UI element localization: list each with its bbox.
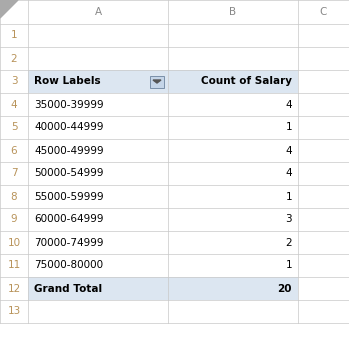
Text: 50000-54999: 50000-54999 <box>34 168 104 179</box>
Text: 9: 9 <box>11 214 17 224</box>
Polygon shape <box>0 0 18 18</box>
Text: 2: 2 <box>285 238 292 247</box>
Text: 5: 5 <box>11 123 17 132</box>
Bar <box>28 277 298 300</box>
Text: 12: 12 <box>7 283 21 294</box>
Text: 40000-44999: 40000-44999 <box>34 123 104 132</box>
Text: Grand Total: Grand Total <box>34 283 102 294</box>
Text: 7: 7 <box>11 168 17 179</box>
Polygon shape <box>153 80 161 83</box>
Text: 35000-39999: 35000-39999 <box>34 99 104 110</box>
Text: 60000-64999: 60000-64999 <box>34 214 104 224</box>
Text: 55000-59999: 55000-59999 <box>34 191 104 202</box>
Text: Row Labels: Row Labels <box>34 76 101 87</box>
Text: 3: 3 <box>11 76 17 87</box>
Text: 1: 1 <box>285 261 292 271</box>
Text: Count of Salary: Count of Salary <box>201 76 292 87</box>
Text: C: C <box>320 7 327 17</box>
Text: 2: 2 <box>11 54 17 63</box>
Bar <box>28 70 298 93</box>
Text: 6: 6 <box>11 146 17 155</box>
Text: B: B <box>229 7 237 17</box>
Text: 45000-49999: 45000-49999 <box>34 146 104 155</box>
Text: 3: 3 <box>285 214 292 224</box>
Text: 13: 13 <box>7 306 21 316</box>
Text: 11: 11 <box>7 261 21 271</box>
Text: 4: 4 <box>285 168 292 179</box>
Text: 75000-80000: 75000-80000 <box>34 261 103 271</box>
Text: 20: 20 <box>277 283 292 294</box>
Text: 1: 1 <box>11 31 17 40</box>
Text: 1: 1 <box>285 191 292 202</box>
Text: 10: 10 <box>7 238 21 247</box>
Text: A: A <box>95 7 102 17</box>
Text: 1: 1 <box>285 123 292 132</box>
FancyBboxPatch shape <box>150 75 164 88</box>
Text: 4: 4 <box>285 146 292 155</box>
Text: 4: 4 <box>285 99 292 110</box>
Text: 8: 8 <box>11 191 17 202</box>
Text: 4: 4 <box>11 99 17 110</box>
Text: 70000-74999: 70000-74999 <box>34 238 104 247</box>
